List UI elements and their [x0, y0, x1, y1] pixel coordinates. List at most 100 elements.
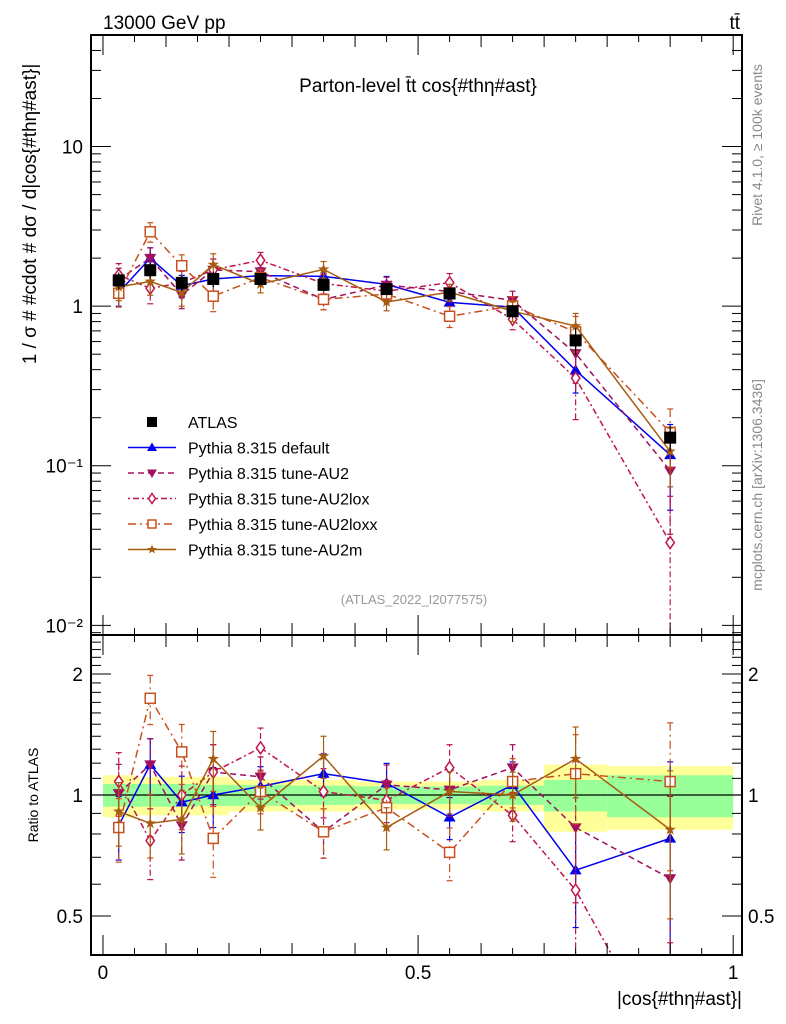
mcplots-label: mcplots.cern.ch [arXiv:1306.3436] — [749, 379, 765, 591]
atlas-point — [144, 264, 157, 277]
header-left: 13000 GeV pp — [103, 13, 226, 34]
ratio-y-tick-label: 1 — [72, 786, 83, 807]
ratio-panel-data-layer — [112, 674, 677, 955]
atlas-point — [443, 287, 456, 300]
y-tick-label: 10⁻¹ — [46, 457, 84, 478]
data-point — [569, 752, 582, 764]
series-4-ratio — [113, 726, 676, 920]
data-point — [207, 832, 220, 845]
data-point — [176, 813, 188, 825]
data-point — [317, 750, 330, 761]
legend-entry: Pythia 8.315 tune-AU2m — [128, 543, 362, 560]
data-point — [569, 823, 582, 834]
data-point — [443, 785, 456, 797]
data-point — [506, 789, 519, 800]
atlas-point — [380, 283, 393, 296]
atlas-point — [317, 278, 330, 291]
legend-marker — [147, 442, 157, 451]
data-point — [144, 760, 157, 771]
ratio-y-tick-label-right: 2 — [748, 665, 759, 686]
x-axis-label: |cos{#thη#ast}| — [617, 989, 742, 1010]
data-point — [255, 252, 266, 268]
x-tick-label: 0.5 — [405, 963, 431, 984]
data-point — [176, 286, 188, 298]
legend-label: Pythia 8.315 tune-AU2m — [188, 543, 362, 560]
legend-entry: Pythia 8.315 tune-AU2 — [128, 466, 349, 483]
y-tick-label: 10 — [62, 138, 83, 159]
atlas-point — [664, 431, 677, 444]
data-point — [113, 805, 125, 817]
data-point — [443, 846, 456, 859]
legend-label: ATLAS — [188, 415, 238, 432]
ratio-y-tick-label-right: 0.5 — [748, 907, 774, 928]
data-point — [144, 226, 156, 238]
legend-label: Pythia 8.315 tune-AU2 — [188, 466, 349, 483]
legend-entry: ATLAS — [147, 415, 238, 432]
atlas-point — [506, 305, 519, 318]
ratio-y-tick-label: 0.5 — [57, 907, 83, 928]
atlas-point — [175, 276, 188, 289]
data-point — [570, 370, 581, 386]
data-point — [144, 817, 156, 829]
atlas-point — [569, 334, 582, 347]
data-point — [207, 290, 220, 302]
data-point — [175, 259, 188, 272]
legend-label: Pythia 8.315 default — [188, 441, 330, 458]
legend-entry: Pythia 8.315 tune-AU2loxx — [128, 517, 377, 534]
data-point — [318, 784, 329, 799]
main-panel-series-layer — [112, 222, 677, 635]
legend-entry: Pythia 8.315 tune-AU2lox — [128, 492, 369, 509]
watermark: (ATLAS_2022_I2077575) — [341, 592, 487, 607]
legend-marker — [147, 417, 157, 427]
atlas-data — [112, 262, 677, 452]
data-point — [175, 746, 188, 758]
data-point — [569, 364, 582, 375]
legend-marker — [147, 469, 157, 478]
data-point — [317, 826, 330, 838]
legend-marker — [147, 492, 157, 505]
legend-label: Pythia 8.315 tune-AU2loxx — [188, 517, 377, 534]
data-point — [144, 275, 156, 287]
data-point — [443, 310, 456, 323]
data-point — [569, 320, 582, 331]
series-line — [118, 746, 613, 955]
x-tick-label: 0 — [98, 963, 109, 984]
data-point — [207, 752, 219, 764]
header-right: tt̄ — [729, 13, 740, 34]
data-point — [317, 293, 330, 306]
series-line — [118, 696, 671, 854]
main-ylabel: 1 / σ # #cdot # dσ / d|cos{#thη#ast}| — [20, 64, 41, 365]
legend-marker — [147, 519, 157, 529]
legend-entry: Pythia 8.315 default — [128, 441, 330, 458]
rivet-label: Rivet 4.1.0, ≥ 100k events — [749, 64, 765, 226]
data-point — [254, 801, 267, 813]
ratio-y-tick-label-right: 1 — [748, 786, 759, 807]
legend-label: Pythia 8.315 tune-AU2lox — [188, 492, 369, 509]
atlas-point — [254, 272, 267, 285]
data-point — [317, 263, 330, 275]
data-point — [144, 692, 156, 705]
axes-layer: 0 0.5 1 10 1 10⁻¹ 10⁻² 2 2 1 1 0.5 0.5 — [46, 34, 774, 984]
legend-marker — [147, 544, 157, 554]
data-point — [144, 253, 157, 265]
series-line — [118, 230, 671, 433]
data-point — [665, 535, 676, 550]
ratio-ylabel: Ratio to ATLAS — [25, 748, 41, 843]
x-tick-label: 1 — [728, 963, 739, 984]
data-point — [207, 258, 219, 270]
data-point — [255, 740, 266, 756]
data-point — [380, 821, 393, 833]
data-point — [506, 763, 519, 774]
data-point — [570, 882, 581, 898]
data-point — [380, 296, 393, 307]
ratio-y-tick-label: 2 — [72, 665, 83, 686]
y-tick-label: 10⁻² — [46, 616, 84, 637]
y-tick-label: 1 — [72, 297, 83, 318]
atlas-point — [207, 272, 220, 285]
data-point — [664, 823, 676, 835]
ratio-bands-layer — [91, 764, 742, 832]
legend: ATLAS Pythia 8.315 default Pythia 8.315 tu… — [128, 415, 377, 560]
main-title: Parton-level t̄t cos{#thη#ast} — [299, 76, 537, 97]
atlas-point — [112, 274, 125, 287]
